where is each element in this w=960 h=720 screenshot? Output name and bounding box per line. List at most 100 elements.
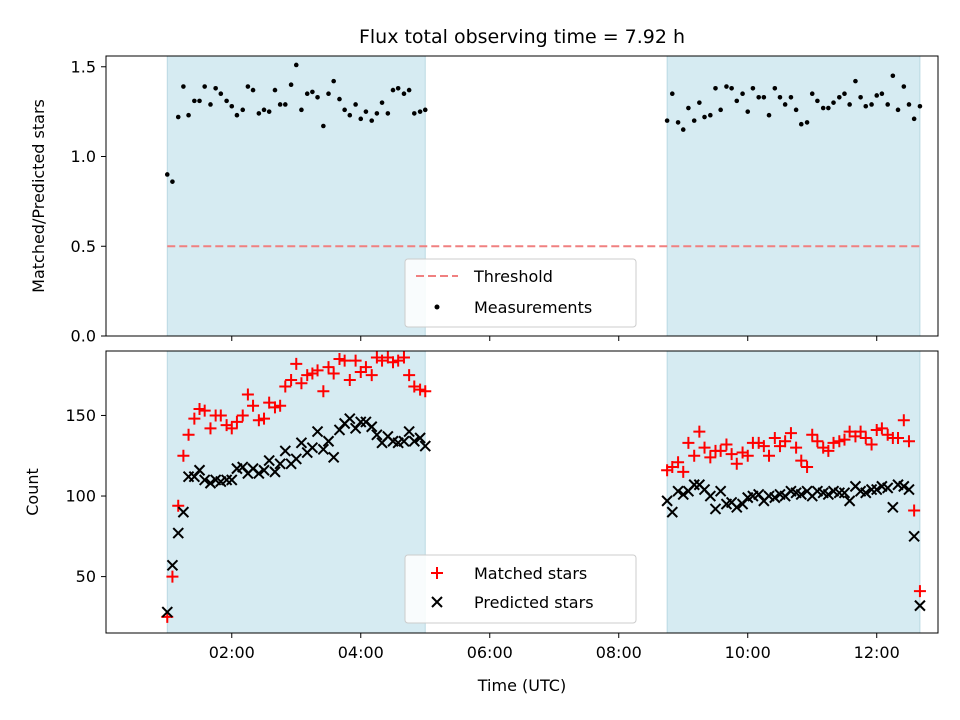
- matched-star-point: [768, 432, 781, 445]
- matched-star-point: [763, 449, 776, 462]
- matched-star-point: [188, 412, 201, 425]
- matched-star-point: [311, 364, 324, 377]
- bottom-y-tick-label: 50: [76, 567, 96, 586]
- matched-star-point: [247, 399, 260, 412]
- matched-star-point: [859, 432, 872, 445]
- predicted-star-point: [898, 480, 910, 493]
- predicted-star-point: [408, 435, 420, 447]
- measurement-point: [282, 102, 288, 107]
- measurement-point: [879, 91, 885, 96]
- measurement-point: [745, 109, 751, 114]
- matched-star-point: [414, 383, 427, 396]
- top-y-tick-label: 1.5: [71, 57, 96, 76]
- legend-predicted-label: Predicted stars: [474, 593, 594, 612]
- predicted-star-point: [419, 440, 431, 452]
- matched-star-point: [198, 404, 211, 417]
- matched-star-point: [327, 367, 340, 380]
- matched-star-point: [902, 435, 915, 448]
- top-legend-box: [404, 258, 637, 328]
- measurement-point: [422, 107, 428, 113]
- measurement-point: [750, 86, 756, 91]
- matched-star-point: [693, 425, 706, 438]
- measurement-point: [917, 103, 923, 109]
- predicted-star-point: [355, 416, 367, 428]
- measurement-point: [831, 100, 836, 105]
- predicted-star-point: [881, 482, 894, 494]
- measurement-point: [906, 102, 912, 107]
- measurement-point: [385, 111, 391, 116]
- predicted-star-point: [714, 485, 727, 497]
- matched-star-point: [268, 401, 281, 414]
- measurement-point: [202, 84, 207, 89]
- measurement-point: [170, 179, 175, 184]
- measurement-point: [277, 102, 283, 107]
- matched-star-point: [241, 388, 254, 401]
- measurement-point: [842, 91, 847, 96]
- top-y-tick-label: 1.0: [71, 147, 96, 166]
- predicted-star-point: [666, 506, 678, 518]
- measurement-point: [664, 118, 670, 123]
- measurement-point: [718, 107, 723, 113]
- predicted-star-point: [366, 421, 378, 433]
- measurement-point: [702, 114, 707, 120]
- matched-star-point: [365, 369, 378, 382]
- bottom-observing-span-0: [166, 350, 426, 634]
- measurement-point: [406, 87, 412, 93]
- matched-star-point: [301, 369, 314, 382]
- matched-star-point: [908, 504, 921, 517]
- predicted-star-point: [914, 599, 926, 612]
- measurement-point: [401, 91, 407, 96]
- measurement-point: [164, 172, 170, 177]
- predicted-star-point: [274, 458, 286, 470]
- measurement-point: [782, 102, 788, 107]
- matched-star-point: [795, 454, 808, 467]
- measurement-point: [331, 78, 336, 84]
- measurement-point: [686, 105, 691, 111]
- measurement-point: [724, 84, 729, 89]
- measurement-point: [858, 94, 863, 100]
- matched-star-point: [182, 428, 195, 441]
- predicted-star-point: [193, 464, 206, 476]
- predicted-star-point: [838, 487, 851, 499]
- measurement-point: [299, 107, 304, 113]
- predicted-star-point: [344, 412, 356, 425]
- predicted-star-point: [398, 435, 410, 447]
- measurement-point: [395, 86, 401, 91]
- matched-star-point: [892, 432, 905, 445]
- measurement-point: [847, 102, 852, 107]
- x-tick-label: 02:00: [209, 643, 255, 662]
- predicted-star-point: [903, 483, 915, 496]
- matched-star-point: [897, 414, 910, 427]
- measurement-point: [901, 84, 907, 89]
- matched-star-point: [827, 436, 840, 449]
- predicted-star-point: [177, 506, 190, 518]
- top-y-axis-label: Matched/Predicted stars: [29, 99, 48, 293]
- matched-star-point: [359, 361, 372, 374]
- predicted-star-point: [709, 503, 722, 515]
- measurement-point: [772, 86, 778, 91]
- predicted-star-point: [403, 425, 415, 438]
- predicted-star-point: [871, 483, 883, 496]
- measurement-point: [863, 103, 869, 109]
- measurement-point: [766, 112, 772, 118]
- matched-star-point: [236, 409, 249, 422]
- matched-star-point: [225, 422, 238, 435]
- predicted-star-point: [172, 527, 184, 539]
- matched-star-point: [387, 356, 400, 369]
- measurement-point: [245, 84, 251, 89]
- measurement-point: [708, 112, 713, 118]
- predicted-star-point: [822, 488, 835, 501]
- measurement-point: [293, 62, 299, 68]
- bottom-y-tick-label: 100: [65, 487, 96, 506]
- predicted-star-point: [865, 483, 878, 496]
- measurement-point: [266, 109, 272, 114]
- measurement-point: [809, 91, 815, 96]
- matched-star-point: [688, 449, 701, 462]
- measurement-point: [321, 123, 326, 129]
- matched-star-point: [419, 385, 432, 398]
- predicted-star-point: [688, 479, 700, 491]
- predicted-star-point: [371, 429, 383, 441]
- predicted-star-point: [322, 435, 335, 447]
- matched-star-point: [704, 451, 717, 464]
